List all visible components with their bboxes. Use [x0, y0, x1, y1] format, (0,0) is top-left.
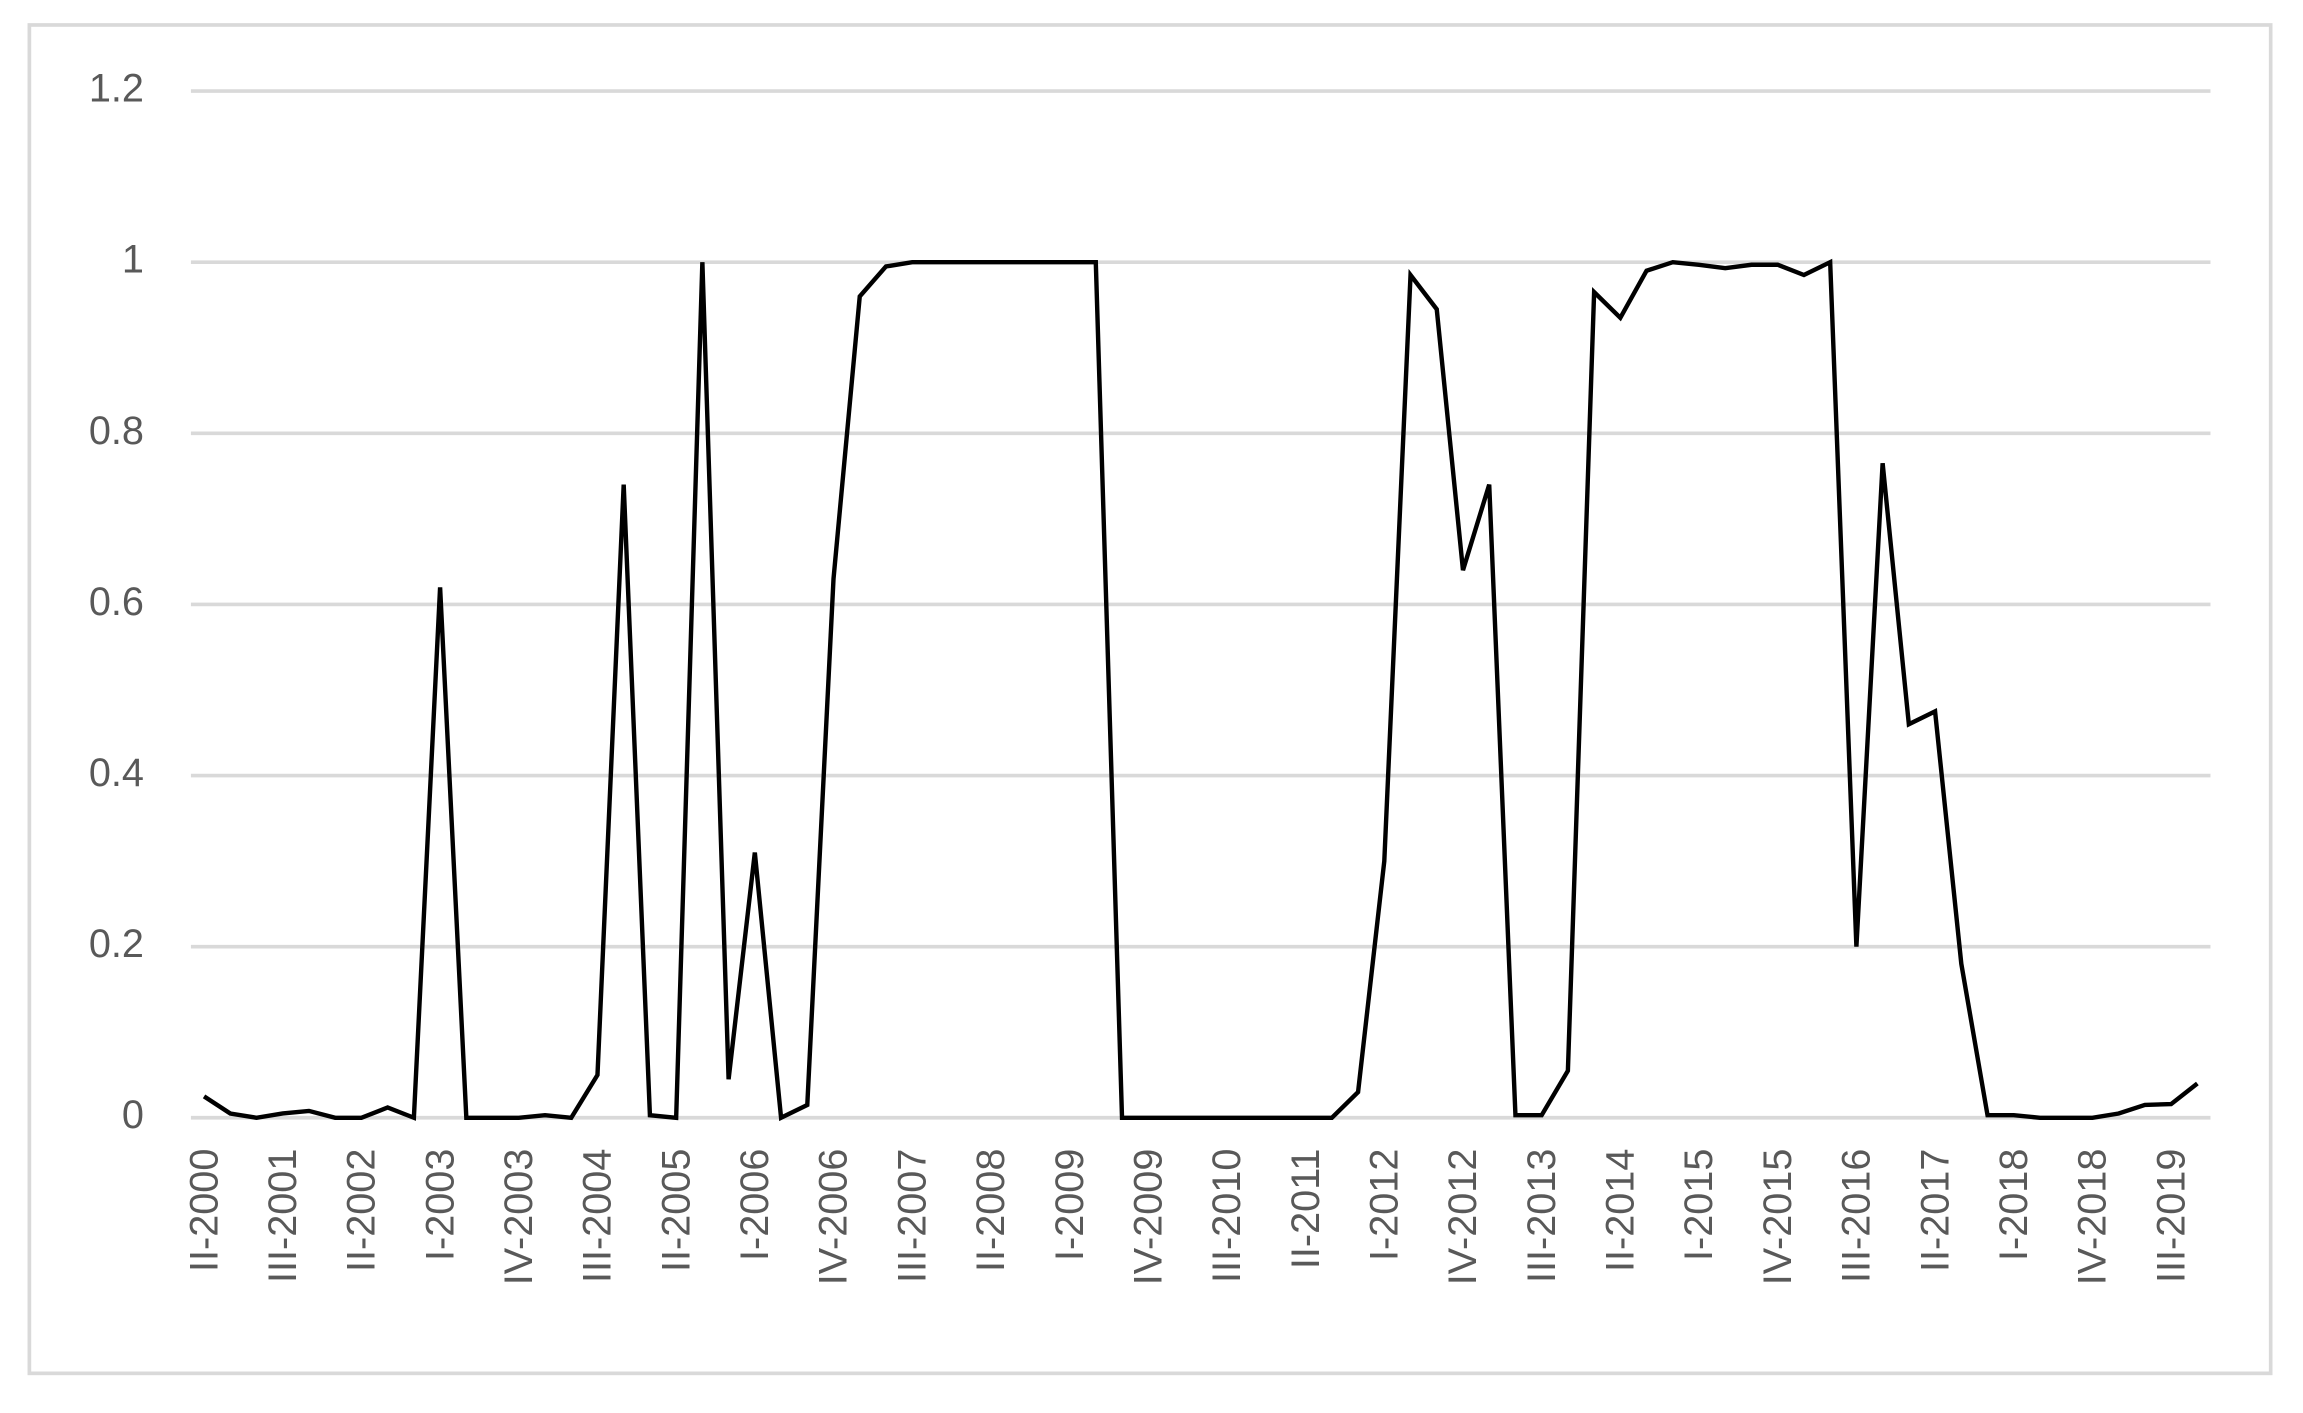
y-tick-label: 1	[122, 238, 144, 282]
x-tick-label: II-2011	[1284, 1149, 1328, 1269]
x-tick-label: III-2013	[1520, 1149, 1564, 1283]
x-tick-label: II-2017	[1913, 1149, 1957, 1272]
x-tick-label: I-2003	[418, 1149, 462, 1261]
x-tick-label: III-2010	[1205, 1149, 1249, 1283]
x-tick-label: I-2018	[1992, 1149, 2036, 1261]
x-tick-label: IV-2006	[812, 1149, 856, 1286]
y-tick-label: 0	[122, 1093, 144, 1137]
x-tick-label: I-2006	[733, 1149, 777, 1261]
x-tick-label: IV-2015	[1756, 1149, 1800, 1286]
x-tick-label: II-2008	[969, 1149, 1013, 1272]
x-tick-label: II-2002	[340, 1149, 384, 1272]
x-tick-label: II-2005	[654, 1149, 698, 1272]
y-tick-label: 0.8	[89, 409, 144, 453]
y-tick-label: 0.4	[89, 751, 144, 795]
x-tick-label: IV-2009	[1126, 1149, 1170, 1286]
x-tick-label: IV-2018	[2071, 1149, 2115, 1286]
x-tick-label: I-2012	[1363, 1149, 1407, 1261]
x-tick-label: IV-2003	[497, 1149, 541, 1286]
data-line	[202, 258, 2199, 1122]
x-tick-label: III-2019	[2149, 1149, 2193, 1283]
x-tick-label: II-2014	[1599, 1149, 1643, 1272]
x-tick-label: III-2001	[261, 1149, 305, 1283]
y-tick-label: 0.6	[89, 580, 144, 624]
x-tick-label: I-2009	[1048, 1149, 1092, 1261]
y-tick-label: 0.2	[89, 922, 144, 966]
chart-frame	[27, 23, 2273, 1376]
x-tick-label: III-2004	[576, 1149, 620, 1283]
x-tick-label: III-2016	[1835, 1149, 1879, 1283]
x-tick-label: I-2015	[1677, 1149, 1721, 1261]
x-tick-label: III-2007	[890, 1149, 934, 1283]
x-tick-label: IV-2012	[1441, 1149, 1485, 1286]
y-tick-label: 1.2	[89, 67, 144, 111]
x-tick-label: II-2000	[182, 1149, 226, 1272]
